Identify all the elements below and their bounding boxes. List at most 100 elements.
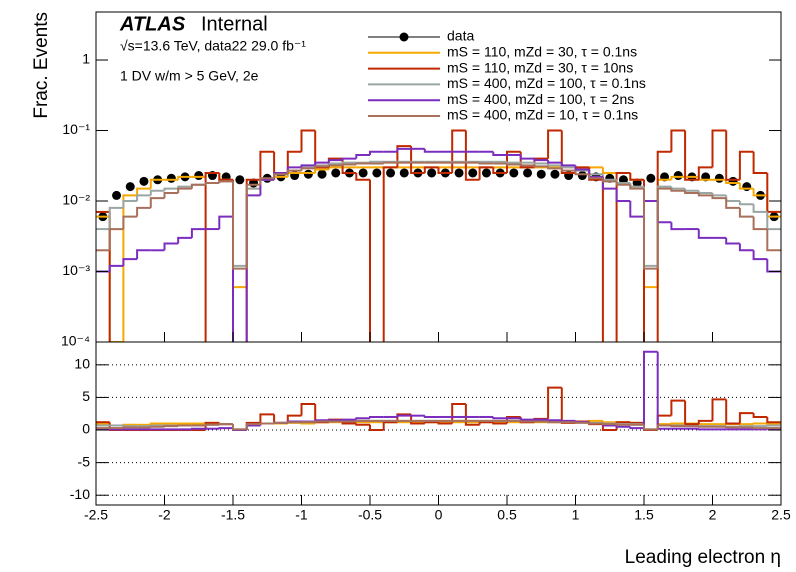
- hist-bin: [547, 160, 562, 164]
- hist-bin: [643, 200, 658, 217]
- data-point: [509, 168, 519, 178]
- y-tick-label: -10: [70, 486, 90, 502]
- hist-bin: [615, 425, 631, 428]
- legend-label: mS = 400, mZd = 100, τ = 2ns: [447, 91, 634, 107]
- data-point: [331, 168, 341, 178]
- hist-bin: [560, 130, 576, 174]
- hist-bin: [752, 216, 768, 231]
- legend-marker: [399, 32, 409, 42]
- hist-bin: [711, 398, 727, 421]
- hist-bin: [396, 413, 412, 423]
- hist-bin: [341, 163, 357, 166]
- hist-bin: [738, 243, 754, 252]
- hist-bin: [629, 426, 644, 430]
- hist-bin: [766, 172, 781, 213]
- hist-bin: [506, 163, 521, 166]
- hist-bin: [519, 164, 535, 167]
- hist-bin: [355, 417, 370, 420]
- hist-bin: [163, 187, 179, 191]
- hist-bin: [273, 173, 288, 179]
- hist-bin: [204, 421, 220, 431]
- hist-bin: [725, 426, 740, 429]
- hist-bin: [163, 425, 179, 428]
- hist-bin: [547, 166, 562, 170]
- hist-bin: [684, 190, 699, 194]
- hist-bin: [533, 162, 549, 165]
- hist-bin: [136, 206, 151, 217]
- hist-bin: [492, 167, 507, 174]
- hist-bin: [629, 201, 644, 218]
- hist-bin: [177, 175, 192, 180]
- hist-bin: [273, 414, 288, 424]
- legend-label: mS = 400, mZd = 100, τ = 0.1ns: [447, 75, 646, 91]
- hist-bin: [122, 426, 138, 429]
- data-point: [235, 175, 245, 185]
- hist-bin: [574, 170, 590, 176]
- hist-bin: [656, 150, 672, 342]
- hist-bin: [738, 201, 754, 206]
- hist-bin: [670, 188, 686, 192]
- hist-bin: [697, 192, 713, 197]
- hist-bin: [355, 423, 370, 426]
- data-point: [399, 168, 409, 178]
- hist-bin: [423, 415, 439, 418]
- hist-bin: [341, 157, 357, 161]
- hist-bin: [245, 183, 261, 269]
- top-panel-plot: [96, 129, 781, 342]
- hist-bin: [492, 422, 507, 425]
- hist-bin: [423, 421, 439, 424]
- x-tick-label: 0: [435, 507, 443, 523]
- y-tick-label: 10⁻¹: [62, 121, 90, 137]
- hist-bin: [643, 188, 658, 270]
- hist-bin: [369, 179, 371, 342]
- data-point: [427, 168, 437, 178]
- data-point: [742, 182, 752, 192]
- hist-bin: [711, 129, 727, 168]
- hist-bin: [341, 418, 357, 421]
- hist-bin: [382, 166, 398, 342]
- hist-bin: [615, 181, 631, 186]
- hist-bin: [615, 423, 631, 426]
- hist-bin: [478, 421, 494, 425]
- hist-bin: [204, 423, 220, 426]
- hist-bin: [684, 188, 699, 192]
- hist-bin: [232, 216, 234, 342]
- data-point: [317, 169, 327, 179]
- hist-bin: [697, 423, 713, 426]
- hist-bin: [122, 200, 138, 208]
- hist-bin: [286, 414, 302, 423]
- hist-bin: [245, 424, 261, 431]
- hist-bin: [766, 416, 781, 424]
- hist-bin: [601, 178, 617, 183]
- hist-bin: [327, 164, 343, 167]
- hist-bin: [615, 171, 631, 342]
- hist-bin: [547, 163, 562, 167]
- x-tick-label: 1: [572, 507, 580, 523]
- data-point: [125, 182, 135, 192]
- hist-bin: [725, 237, 740, 245]
- hist-bin: [697, 190, 713, 194]
- hist-bin: [684, 400, 699, 426]
- hist-bin: [738, 412, 754, 424]
- hist-bin: [177, 187, 192, 193]
- x-tick-label: 0.5: [497, 507, 517, 523]
- hist-bin: [752, 204, 768, 213]
- hist-bin: [245, 194, 261, 342]
- hist-bin: [300, 402, 316, 416]
- y-axis-label: Frac. Events: [31, 12, 52, 119]
- hist-bin: [437, 422, 453, 425]
- hist-bin: [218, 423, 233, 426]
- hist-bin: [560, 168, 576, 172]
- hist-bin: [122, 194, 138, 342]
- hist-bin: [273, 421, 288, 424]
- hist-bin: [382, 421, 398, 431]
- data-point: [481, 168, 491, 178]
- data-point: [523, 168, 533, 178]
- hist-bin: [752, 413, 768, 418]
- hist-bin: [574, 165, 590, 171]
- hist-bin: [163, 242, 179, 251]
- selection-label: 1 DV w/m > 5 GeV, 2e: [120, 68, 259, 84]
- hist-bin: [245, 187, 261, 288]
- hist-bin: [149, 197, 165, 208]
